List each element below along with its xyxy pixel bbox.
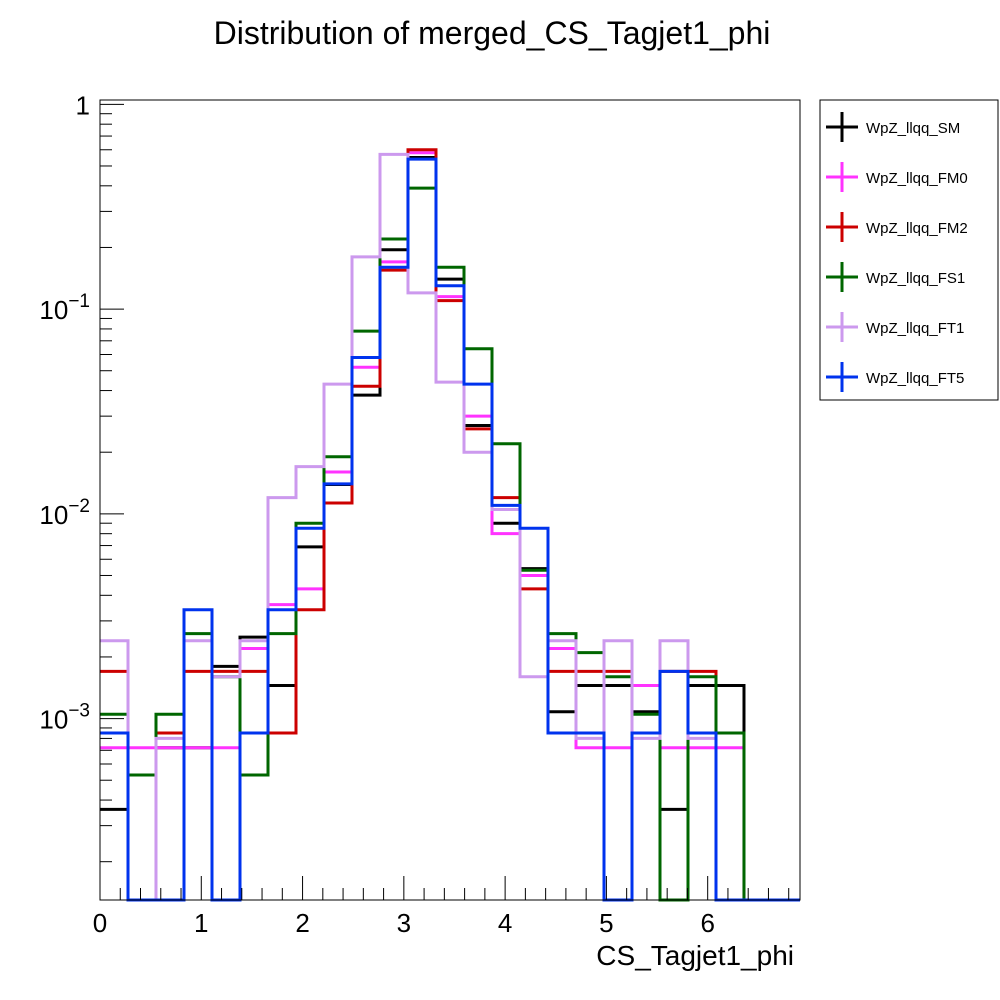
x-tick-label: 4	[498, 908, 512, 938]
legend-label: WpZ_llqq_FT1	[866, 320, 964, 337]
legend: WpZ_llqq_SM WpZ_llqq_FM0 WpZ_llqq_FM2 WpZ_l…	[819, 99, 999, 401]
x-tick-label: 2	[295, 908, 309, 938]
x-axis-label: CS_Tagjet1_phi	[596, 940, 794, 971]
plot-frame-top	[99, 99, 801, 901]
legend-items: WpZ_llqq_SM WpZ_llqq_FM0 WpZ_llqq_FM2 WpZ_l…	[826, 112, 968, 392]
series-line-1	[100, 151, 800, 902]
legend-label: WpZ_llqq_FS1	[866, 270, 965, 287]
x-axis: 0 1 2 3 4 5 6	[93, 876, 790, 938]
x-tick-label: 6	[700, 908, 714, 938]
x-tick-label: 0	[93, 908, 107, 938]
series-line-0	[100, 155, 800, 902]
legend-entry: WpZ_llqq_FT1	[826, 312, 964, 342]
plot-frame	[99, 99, 801, 901]
legend-entry: WpZ_llqq_FM2	[826, 212, 968, 242]
series-line-5	[100, 157, 800, 902]
legend-entry: WpZ_llqq_SM	[826, 112, 960, 142]
y-tick-label: 1	[76, 90, 90, 120]
legend-label: WpZ_llqq_SM	[866, 120, 960, 137]
series-layer	[99, 99, 801, 902]
series-line-2	[100, 148, 800, 902]
series-line-3	[100, 186, 800, 902]
y-tick-label: 10−3	[39, 701, 90, 735]
y-tick-label: 10−1	[39, 291, 90, 325]
y-tick-label: 10−2	[39, 496, 90, 530]
legend-label: WpZ_llqq_FT5	[866, 370, 964, 387]
y-axis: 1 10−1 10−2 10−3	[39, 90, 124, 863]
legend-entry: WpZ_llqq_FT5	[826, 362, 964, 392]
legend-box	[819, 99, 999, 401]
chart-title: Distribution of merged_CS_Tagjet1_phi	[214, 15, 771, 51]
x-tick-label: 5	[599, 908, 613, 938]
legend-entry: WpZ_llqq_FM0	[826, 162, 968, 192]
x-tick-label: 3	[397, 908, 411, 938]
x-tick-label: 1	[194, 908, 208, 938]
legend-label: WpZ_llqq_FM2	[866, 220, 968, 237]
legend-label: WpZ_llqq_FM0	[866, 170, 968, 187]
legend-entry: WpZ_llqq_FS1	[826, 262, 965, 292]
